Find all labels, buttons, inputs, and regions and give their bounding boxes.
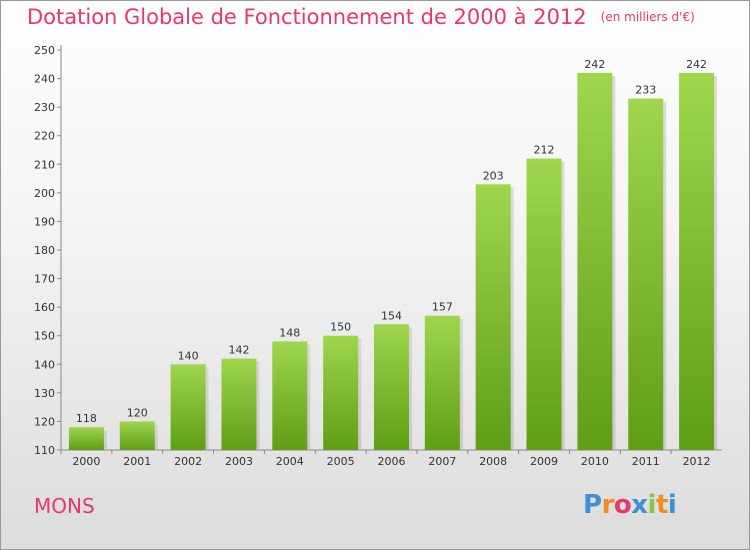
bar-2001 <box>119 421 155 450</box>
y-tick-label: 200 <box>34 187 55 200</box>
bar-2008 <box>475 184 511 451</box>
y-tick-label: 250 <box>34 44 55 57</box>
x-tick-label: 2010 <box>581 455 609 468</box>
y-tick-label: 210 <box>34 158 55 171</box>
y-tick-label: 130 <box>34 387 55 400</box>
logo-letter: t <box>655 490 668 520</box>
y-tick-label: 190 <box>34 215 55 228</box>
value-label-2006: 154 <box>381 309 402 322</box>
value-label-2011: 233 <box>635 84 656 97</box>
chart-subtitle: (en milliers d'€) <box>600 10 695 24</box>
bar-2000 <box>68 427 104 450</box>
value-label-2000: 118 <box>76 412 97 425</box>
bar-2012 <box>679 72 715 450</box>
city-name: MONS <box>34 494 95 518</box>
logo-letter: i <box>647 490 657 520</box>
x-tick-label: 2003 <box>225 455 253 468</box>
x-tick-label: 2011 <box>632 455 660 468</box>
logo-letter: i <box>667 490 677 520</box>
y-tick-label: 140 <box>34 358 55 371</box>
value-label-2012: 242 <box>686 58 707 71</box>
x-tick-label: 2006 <box>378 455 406 468</box>
logo-letter: x <box>631 490 648 520</box>
x-tick-label: 2007 <box>428 455 456 468</box>
x-tick-label: 2004 <box>276 455 304 468</box>
chart-title: Dotation Globale de Fonctionnement de 20… <box>27 5 695 29</box>
x-tick-label: 2001 <box>123 455 151 468</box>
x-tick-label: 2008 <box>479 455 507 468</box>
y-tick-label: 240 <box>34 73 55 86</box>
value-label-2007: 157 <box>432 301 453 314</box>
logo-letter: o <box>613 490 632 520</box>
x-tick-label: 2012 <box>683 455 711 468</box>
x-tick-label: 2009 <box>530 455 558 468</box>
bar-2002 <box>170 364 206 450</box>
y-tick-label: 150 <box>34 330 55 343</box>
y-tick-label: 170 <box>34 273 55 286</box>
value-label-2004: 148 <box>279 326 300 339</box>
y-tick-label: 230 <box>34 101 55 114</box>
bar-2004 <box>272 341 308 450</box>
value-label-2005: 150 <box>330 321 351 334</box>
proxiti-logo: Proxiti <box>583 490 677 520</box>
bar-2003 <box>221 358 257 450</box>
y-tick-label: 160 <box>34 301 55 314</box>
y-tick-label: 110 <box>34 444 55 457</box>
value-label-2010: 242 <box>584 58 605 71</box>
bar-2006 <box>374 324 409 450</box>
y-tick-label: 120 <box>34 415 55 428</box>
value-label-2003: 142 <box>228 344 249 357</box>
x-tick-label: 2000 <box>72 455 100 468</box>
logo-letter: P <box>583 490 602 520</box>
bar-2009 <box>526 158 562 451</box>
x-tick-label: 2005 <box>327 455 355 468</box>
value-label-2008: 203 <box>483 169 504 182</box>
bar-2010 <box>577 72 613 450</box>
logo-letter: r <box>601 490 615 520</box>
value-label-2009: 212 <box>534 144 555 157</box>
value-label-2001: 120 <box>127 406 148 419</box>
bar-2011 <box>628 98 664 451</box>
x-tick-label: 2002 <box>174 455 202 468</box>
y-tick-label: 220 <box>34 130 55 143</box>
y-tick-label: 180 <box>34 244 55 257</box>
bar-2007 <box>424 315 460 450</box>
value-label-2002: 140 <box>178 349 199 362</box>
bar-2005 <box>323 335 359 450</box>
